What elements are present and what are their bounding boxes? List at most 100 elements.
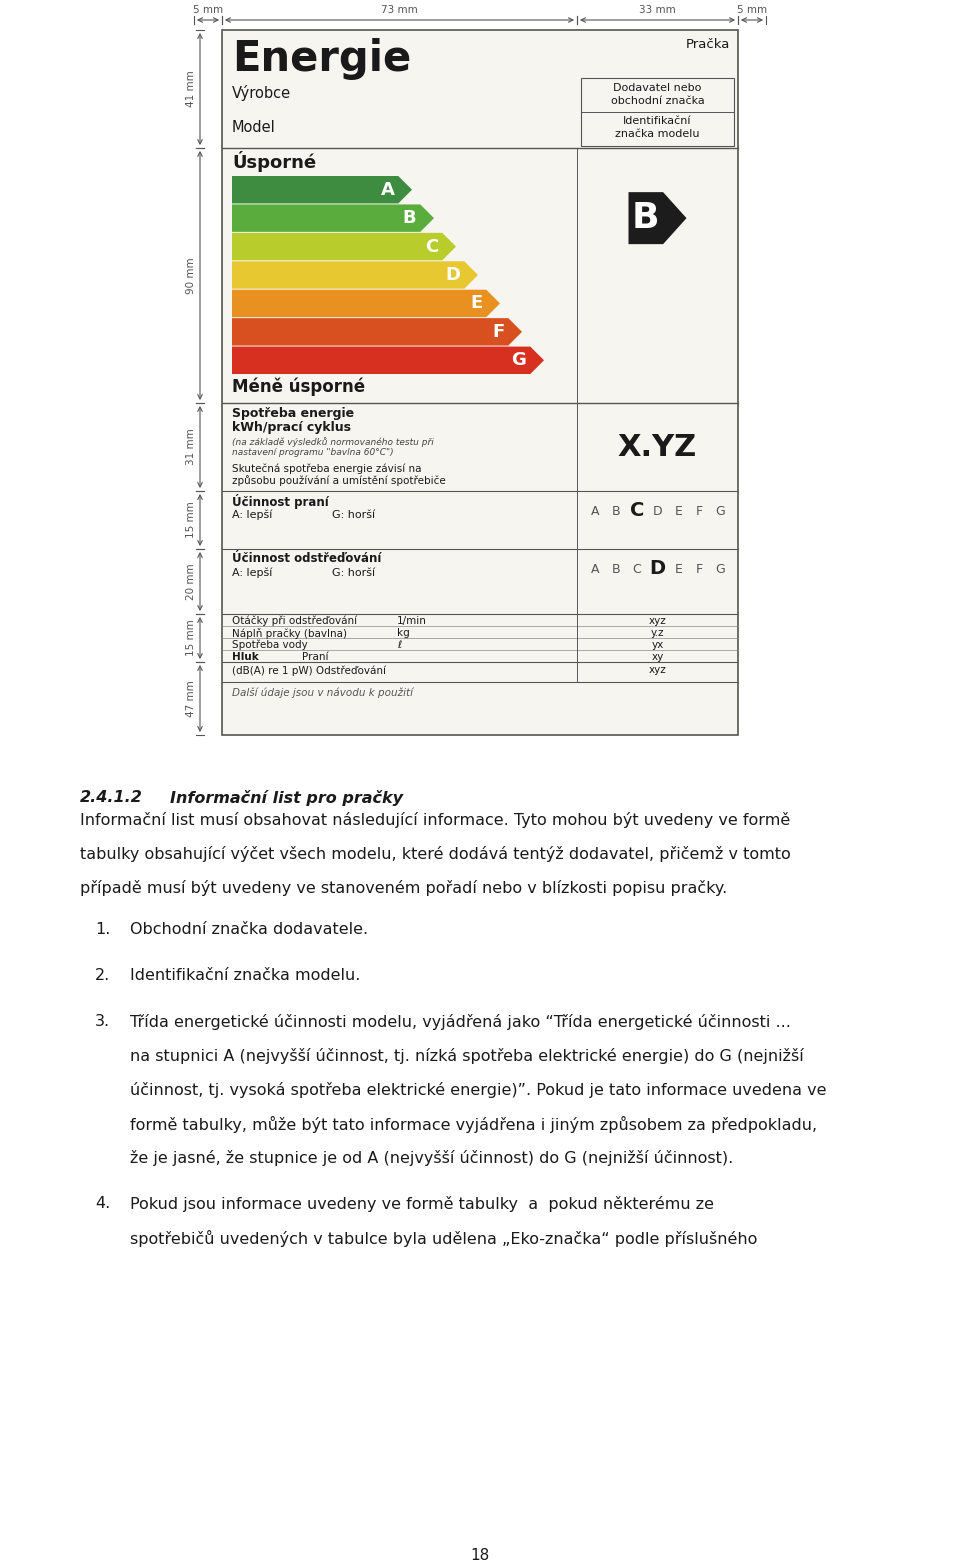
Polygon shape xyxy=(232,346,544,374)
Text: A: A xyxy=(380,180,395,199)
Text: B: B xyxy=(632,202,660,235)
Polygon shape xyxy=(232,205,434,232)
Text: Spotřeba vody: Spotřeba vody xyxy=(232,640,308,651)
Text: Identifikační: Identifikační xyxy=(623,116,692,127)
Text: Další údaje jsou v návodu k použití: Další údaje jsou v návodu k použití xyxy=(232,689,413,698)
Text: Účinnost praní: Účinnost praní xyxy=(232,495,328,509)
Polygon shape xyxy=(232,318,522,346)
Text: Výrobce: Výrobce xyxy=(232,85,291,102)
Text: Model: Model xyxy=(232,121,276,135)
Text: 2.4.1.2: 2.4.1.2 xyxy=(80,790,143,804)
Text: 20 mm: 20 mm xyxy=(186,563,196,599)
Text: Energie: Energie xyxy=(232,38,411,80)
Polygon shape xyxy=(232,175,412,203)
Polygon shape xyxy=(232,261,478,288)
Text: C: C xyxy=(633,563,641,576)
Text: kWh/prací cyklus: kWh/prací cyklus xyxy=(232,421,351,434)
Text: Pokud jsou informace uvedeny ve formě tabulky  a  pokud některému ze: Pokud jsou informace uvedeny ve formě ta… xyxy=(130,1196,714,1211)
Text: A: lepší: A: lepší xyxy=(232,510,273,521)
Text: 15 mm: 15 mm xyxy=(186,620,196,656)
Text: nastavení programu "bavlna 60°C"): nastavení programu "bavlna 60°C") xyxy=(232,448,394,457)
Text: obchodní značka: obchodní značka xyxy=(611,95,705,106)
Polygon shape xyxy=(232,233,456,260)
Text: 4.: 4. xyxy=(95,1196,110,1211)
Text: E: E xyxy=(674,505,683,518)
Text: G: horší: G: horší xyxy=(332,510,375,520)
Text: xyz: xyz xyxy=(649,617,666,626)
Text: Obchodní značka dodavatele.: Obchodní značka dodavatele. xyxy=(130,922,368,937)
Text: Třída energetické účinnosti modelu, vyjádřená jako “Třída energetické účinnosti : Třída energetické účinnosti modelu, vyjá… xyxy=(130,1014,791,1030)
Text: Náplň pračky (bavlna): Náplň pračky (bavlna) xyxy=(232,628,347,639)
Text: (dB(A) re 1 pW) Odstřeďování: (dB(A) re 1 pW) Odstřeďování xyxy=(232,665,386,676)
Text: G: horší: G: horší xyxy=(332,568,375,577)
Text: C: C xyxy=(425,238,439,255)
Text: Pračka: Pračka xyxy=(685,38,730,52)
Text: účinnost, tj. vysoká spotřeba elektrické energie)”. Pokud je tato informace uved: účinnost, tj. vysoká spotřeba elektrické… xyxy=(130,1081,827,1099)
Text: B: B xyxy=(612,563,620,576)
Text: Úsporné: Úsporné xyxy=(232,150,316,172)
Text: Méně úsporné: Méně úsporné xyxy=(232,379,365,396)
Text: kg: kg xyxy=(397,628,410,639)
Text: G: G xyxy=(715,505,725,518)
Text: 3.: 3. xyxy=(95,1014,110,1030)
Text: ℓ: ℓ xyxy=(397,640,401,649)
Text: C: C xyxy=(630,501,644,520)
Text: F: F xyxy=(695,563,703,576)
Text: 33 mm: 33 mm xyxy=(639,5,676,16)
Text: A: lepší: A: lepší xyxy=(232,568,273,579)
Text: Skutečná spotřeba energie závisí na: Skutečná spotřeba energie závisí na xyxy=(232,463,421,474)
Text: Otáčky při odstřeďování: Otáčky při odstřeďování xyxy=(232,617,357,626)
Text: 1.: 1. xyxy=(95,922,110,937)
Text: Účinnost odstřeďování: Účinnost odstřeďování xyxy=(232,552,381,565)
Text: formě tabulky, může být tato informace vyjádřena i jiným způsobem za předpokladu: formě tabulky, může být tato informace v… xyxy=(130,1116,817,1133)
Text: 47 mm: 47 mm xyxy=(186,681,196,717)
Text: 5 mm: 5 mm xyxy=(193,5,223,16)
Text: Hluk: Hluk xyxy=(232,653,259,662)
Text: způsobu používání a umístění spotřebiče: způsobu používání a umístění spotřebiče xyxy=(232,476,445,485)
Text: značka modelu: značka modelu xyxy=(615,128,700,139)
Text: případě musí být uvedeny ve stanoveném pořadí nebo v blízkosti popisu pračky.: případě musí být uvedeny ve stanoveném p… xyxy=(80,880,728,897)
Text: D: D xyxy=(653,505,662,518)
Text: Informační list musí obsahovat následující informace. Tyto mohou být uvedeny ve : Informační list musí obsahovat následují… xyxy=(80,812,790,828)
Text: spotřebičů uvedených v tabulce byla udělena „Eko-značka“ podle příslušného: spotřebičů uvedených v tabulce byla uděl… xyxy=(130,1230,757,1247)
Text: 15 mm: 15 mm xyxy=(186,502,196,538)
Text: 73 mm: 73 mm xyxy=(381,5,418,16)
Text: 90 mm: 90 mm xyxy=(186,257,196,294)
Text: xy: xy xyxy=(652,653,663,662)
Polygon shape xyxy=(232,290,500,318)
Text: že je jasné, že stupnice je od A (nejvyšší účinnost) do G (nejnižší účinnost).: že je jasné, že stupnice je od A (nejvyš… xyxy=(130,1150,733,1166)
Bar xyxy=(581,78,734,146)
Text: 5 mm: 5 mm xyxy=(737,5,767,16)
Text: G: G xyxy=(512,351,526,369)
Text: E: E xyxy=(470,294,482,313)
Text: D: D xyxy=(649,559,665,577)
Text: F: F xyxy=(695,505,703,518)
Text: 41 mm: 41 mm xyxy=(186,70,196,108)
Text: F: F xyxy=(492,322,504,341)
Text: y.z: y.z xyxy=(651,628,664,639)
Text: E: E xyxy=(674,563,683,576)
Text: Spotřeba energie: Spotřeba energie xyxy=(232,407,354,419)
Text: 2.: 2. xyxy=(95,969,110,983)
Text: 18: 18 xyxy=(470,1548,490,1563)
Text: B: B xyxy=(612,505,620,518)
Text: A: A xyxy=(591,563,600,576)
Text: (na základě výsledků normovaného testu při: (na základě výsledků normovaného testu p… xyxy=(232,437,434,448)
Text: na stupnici A (nejvyšší účinnost, tj. nízká spotřeba elektrické energie) do G (n: na stupnici A (nejvyšší účinnost, tj. ní… xyxy=(130,1049,804,1064)
Text: D: D xyxy=(445,266,460,283)
Text: Identifikační značka modelu.: Identifikační značka modelu. xyxy=(130,969,360,983)
Text: G: G xyxy=(715,563,725,576)
Text: Informační list pro pračky: Informační list pro pračky xyxy=(170,790,403,806)
Text: yx: yx xyxy=(652,640,663,649)
Polygon shape xyxy=(629,192,686,244)
Text: B: B xyxy=(402,210,417,227)
Text: 1/min: 1/min xyxy=(397,617,427,626)
Text: tabulky obsahující výčet všech modelu, které dodává tentýž dodavatel, přičemž v : tabulky obsahující výčet všech modelu, k… xyxy=(80,847,791,862)
Text: X.YZ: X.YZ xyxy=(618,434,697,462)
Text: A: A xyxy=(591,505,600,518)
Text: Praní: Praní xyxy=(302,653,328,662)
Bar xyxy=(222,30,738,736)
Text: 31 mm: 31 mm xyxy=(186,429,196,465)
Text: Dodavatel nebo: Dodavatel nebo xyxy=(613,83,702,92)
Text: xyz: xyz xyxy=(649,665,666,675)
